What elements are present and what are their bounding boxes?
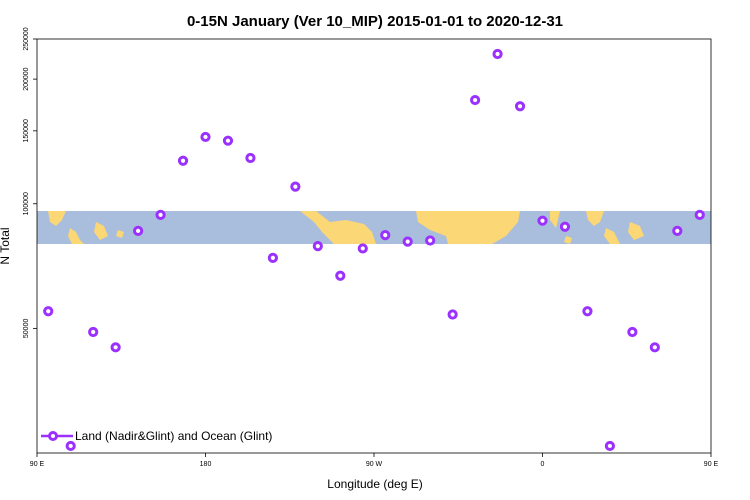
- land-sumatra-2: [604, 228, 620, 244]
- land-borneo-2: [628, 222, 644, 240]
- data-point: [312, 241, 323, 252]
- y-tick-label: 250000: [23, 27, 30, 50]
- land-indochina: [48, 211, 66, 226]
- land-india: [550, 211, 560, 228]
- y-tick-label: 200000: [23, 67, 30, 90]
- data-point: [357, 243, 368, 254]
- data-point: [649, 342, 660, 353]
- data-point: [245, 152, 256, 164]
- legend-marker: [48, 431, 58, 441]
- data-point: [155, 209, 166, 220]
- y-axis: 50000 100000 150000 200000 250000: [23, 27, 37, 338]
- data-point: [514, 101, 526, 112]
- data-point: [537, 215, 548, 226]
- land-sumatra: [68, 228, 84, 244]
- data-point: [627, 326, 638, 338]
- chart-title: 0-15N January (Ver 10_MIP) 2015-01-01 to…: [187, 13, 563, 30]
- data-point: [133, 225, 144, 236]
- x-axis-label: Longitude (deg E): [327, 477, 422, 491]
- data-point: [267, 252, 278, 263]
- data-point: [402, 236, 413, 247]
- data-point: [88, 326, 99, 338]
- legend-entry: Land (Nadir&Glint) and Ocean (Glint): [75, 429, 272, 443]
- x-tick-label: 0: [541, 461, 545, 468]
- data-point: [425, 235, 436, 246]
- data-point: [222, 135, 234, 146]
- data-point: [447, 309, 458, 320]
- x-tick-label: 90 E: [30, 461, 45, 468]
- land-africa: [416, 211, 520, 244]
- y-tick-label: 150000: [23, 119, 30, 142]
- data-point: [177, 155, 189, 166]
- data-point: [672, 225, 683, 236]
- data-point: [559, 221, 571, 232]
- series-points: [43, 48, 705, 452]
- data-point: [110, 342, 121, 353]
- land-south-america: [300, 211, 376, 244]
- plot-frame: [36, 38, 712, 454]
- land-indochina-2: [586, 211, 604, 226]
- data-point: [290, 181, 301, 192]
- data-point: [604, 440, 616, 452]
- data-point: [200, 131, 211, 143]
- data-point: [470, 94, 481, 106]
- y-axis-label: N Total: [0, 227, 12, 264]
- x-tick-label: 180: [200, 461, 212, 468]
- data-point: [335, 270, 346, 281]
- legend: Land (Nadir&Glint) and Ocean (Glint): [41, 429, 272, 443]
- data-point: [582, 306, 593, 317]
- land-island: [116, 230, 124, 238]
- y-tick-label: 50000: [23, 319, 30, 339]
- y-tick-label: 100000: [23, 192, 30, 215]
- land-borneo: [94, 222, 108, 240]
- data-point: [65, 440, 76, 452]
- land-sri-lanka: [564, 236, 572, 244]
- x-tick-label: 90 W: [366, 461, 383, 468]
- data-point: [492, 48, 503, 60]
- x-tick-label: 90 E: [704, 461, 719, 468]
- data-point: [380, 229, 391, 241]
- data-point: [43, 306, 54, 317]
- map-band: [37, 211, 711, 244]
- data-point: [694, 209, 705, 220]
